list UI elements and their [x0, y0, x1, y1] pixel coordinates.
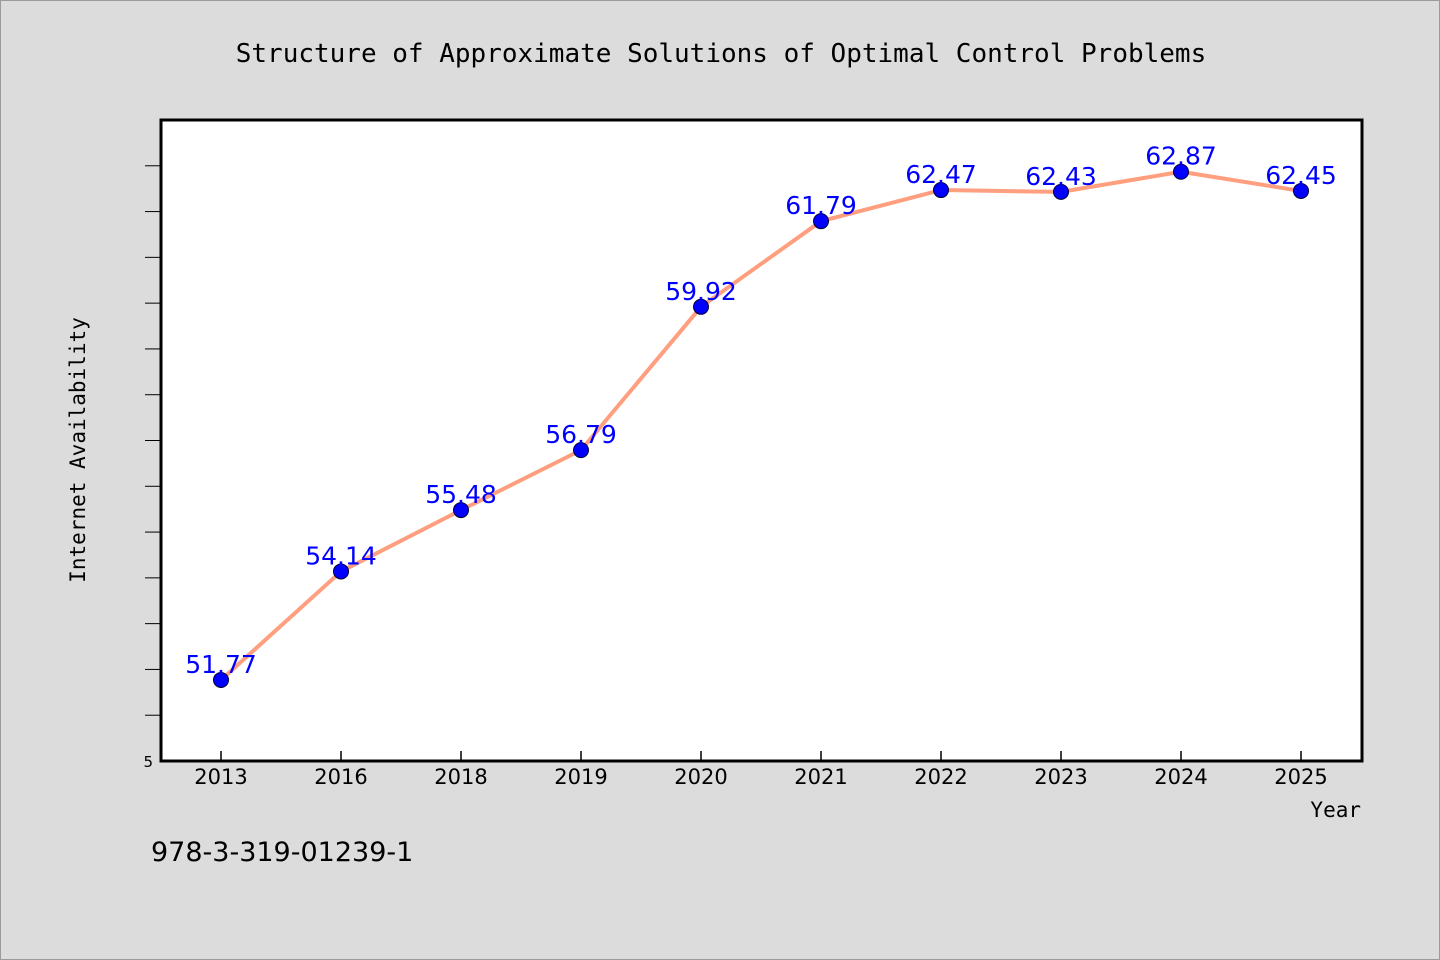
footnote-isbn: 978-3-319-01239-1: [151, 837, 414, 868]
data-point: [1053, 183, 1069, 200]
data-label: 56.79: [545, 420, 617, 449]
data-label: 62.87: [1145, 142, 1217, 171]
x-axis-ticks: 2013 2016 2018 2019 2020 2021 2022 2023 2024 2025: [194, 751, 1328, 789]
plot-area: [159, 118, 1364, 763]
data-point: [333, 563, 349, 580]
data-point: [1293, 182, 1309, 199]
x-axis-label: Year: [1310, 798, 1361, 822]
x-tick-label: 2020: [674, 765, 727, 789]
data-point: [573, 442, 589, 459]
y-axis-label: Internet Availability: [66, 317, 90, 583]
x-tick-label: 2018: [434, 765, 487, 789]
data-label: 59.92: [665, 277, 737, 306]
x-tick-label: 2024: [1154, 765, 1207, 789]
data-point: [453, 502, 469, 519]
data-point: [693, 298, 709, 315]
data-label: 62.43: [1025, 162, 1097, 191]
y-tick-label: 5: [143, 753, 153, 771]
x-tick-label: 2019: [554, 765, 607, 789]
data-label: 54.14: [305, 541, 377, 570]
data-point: [813, 213, 829, 230]
data-label: 62.47: [905, 160, 977, 189]
series-line: [219, 169, 1302, 682]
x-tick-label: 2023: [1034, 765, 1087, 789]
x-tick-label: 2013: [194, 765, 247, 789]
x-tick-label: 2025: [1274, 765, 1327, 789]
series-layer: 51.77 54.14 55.48 56.79 59.92 61.79 62.47 62.43…: [185, 142, 1337, 688]
data-point: [1173, 163, 1189, 180]
data-point: [933, 182, 949, 199]
x-tick-label: 2016: [314, 765, 367, 789]
data-label: 61.79: [785, 191, 857, 220]
y-axis-ticks: [145, 165, 160, 716]
data-label: 51.77: [185, 650, 257, 679]
data-point: [213, 671, 229, 688]
x-tick-label: 2021: [794, 765, 847, 789]
data-label: 55.48: [425, 480, 497, 509]
data-label: 62.45: [1265, 161, 1337, 190]
x-tick-label: 2022: [914, 765, 967, 789]
chart-title: Structure of Approximate Solutions of Op…: [236, 39, 1207, 69]
